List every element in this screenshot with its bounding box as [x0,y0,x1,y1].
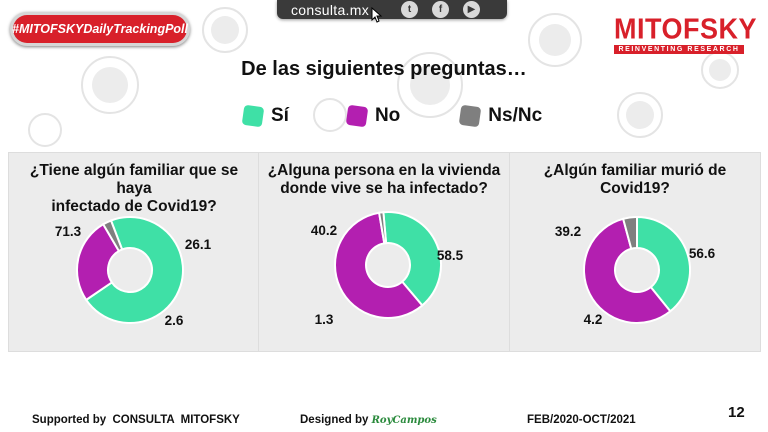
legend-label: No [374,105,401,126]
donut-chart: 71.3 26.1 2.6 [55,216,212,328]
footer-supported: Supported by CONSULTA MITOFSKY [32,414,240,426]
mitofsky-logo: MITOFSKY REINVENTING RESEARCH [614,13,758,54]
page-number: 12 [728,404,745,421]
question-title: ¿Tiene algún familiar que se haya infect… [14,162,254,216]
legend-item-no: No [345,104,401,128]
data-label-nsnc: 1.3 [315,312,334,327]
question-line: donde vive se ha infectado? [280,180,488,197]
donut-slice-no [76,222,121,302]
question-line: ¿Alguna persona en la vivienda [267,162,501,179]
designed-by-label: Designed by [300,414,369,426]
data-label-si: 71.3 [55,224,82,239]
donut-slice-nsnc [377,211,388,245]
chart-panel-2: ¿Alguna persona en la vivienda donde viv… [258,152,510,352]
donut-chart: 40.2 58.5 1.3 [311,211,464,327]
question-title: ¿Alguna persona en la vivienda donde viv… [264,162,504,198]
site-link[interactable]: consulta.mx [291,1,369,18]
top-bar: consulta.mx t f ▶ [277,0,507,19]
data-label-no: 26.1 [185,237,212,252]
donut-slice-no [334,211,424,319]
hashtag-badge: #MITOFSKYDailyTrackingPoll [10,12,190,46]
legend-swatch-si [241,104,265,128]
question-line: ¿Algún familiar murió de Covid19? [543,162,727,197]
data-label-nsnc: 2.6 [165,313,184,328]
mouse-cursor-icon [371,7,383,23]
data-label-si: 40.2 [311,223,337,238]
chart-panel-1: ¿Tiene algún familiar que se haya infect… [8,152,260,352]
legend-label: Ns/Nc [488,105,543,126]
page-title: De las siguientes preguntas… [241,58,527,80]
data-label-no: 56.6 [689,246,716,261]
donut-slice-nsnc [101,219,124,253]
chart-panel-3: ¿Algún familiar murió de Covid19? 39.2 56… [509,152,761,352]
question-line: ¿Tiene algún familiar que se haya [29,162,239,197]
donut-slice-si [84,216,184,324]
legend: Sí No Ns/Nc [241,104,560,128]
logo-text: MITOFSKY [614,13,758,45]
data-label-nsnc: 4.2 [584,312,603,327]
legend-item-nsnc: Ns/Nc [458,104,543,128]
hashtag-text: #MITOFSKYDailyTrackingPoll [12,15,188,43]
designer-signature: RoyCampos [371,415,437,426]
youtube-icon[interactable]: ▶ [463,1,480,18]
data-label-si: 39.2 [555,224,581,239]
facebook-icon[interactable]: f [432,1,449,18]
donut-slice-no [583,217,672,324]
legend-swatch-no [345,104,369,128]
logo-tagline: REINVENTING RESEARCH [614,45,744,54]
question-title: ¿Algún familiar murió de Covid19? [515,162,755,198]
data-label-no: 58.5 [437,248,464,263]
donut-slice-nsnc [621,215,638,250]
legend-item-si: Sí [241,104,289,128]
donut-chart: 39.2 56.6 4.2 [555,215,716,327]
legend-swatch-nsnc [458,104,482,128]
footer-period: FEB/2020-OCT/2021 [527,414,636,426]
donut-slice-si [636,215,691,313]
twitter-icon[interactable]: t [401,1,418,18]
donut-slice-si [382,211,442,307]
question-line: infectado de Covid19? [51,198,217,215]
legend-label: Sí [271,105,289,126]
footer-designed: Designed by RoyCampos [300,414,437,426]
